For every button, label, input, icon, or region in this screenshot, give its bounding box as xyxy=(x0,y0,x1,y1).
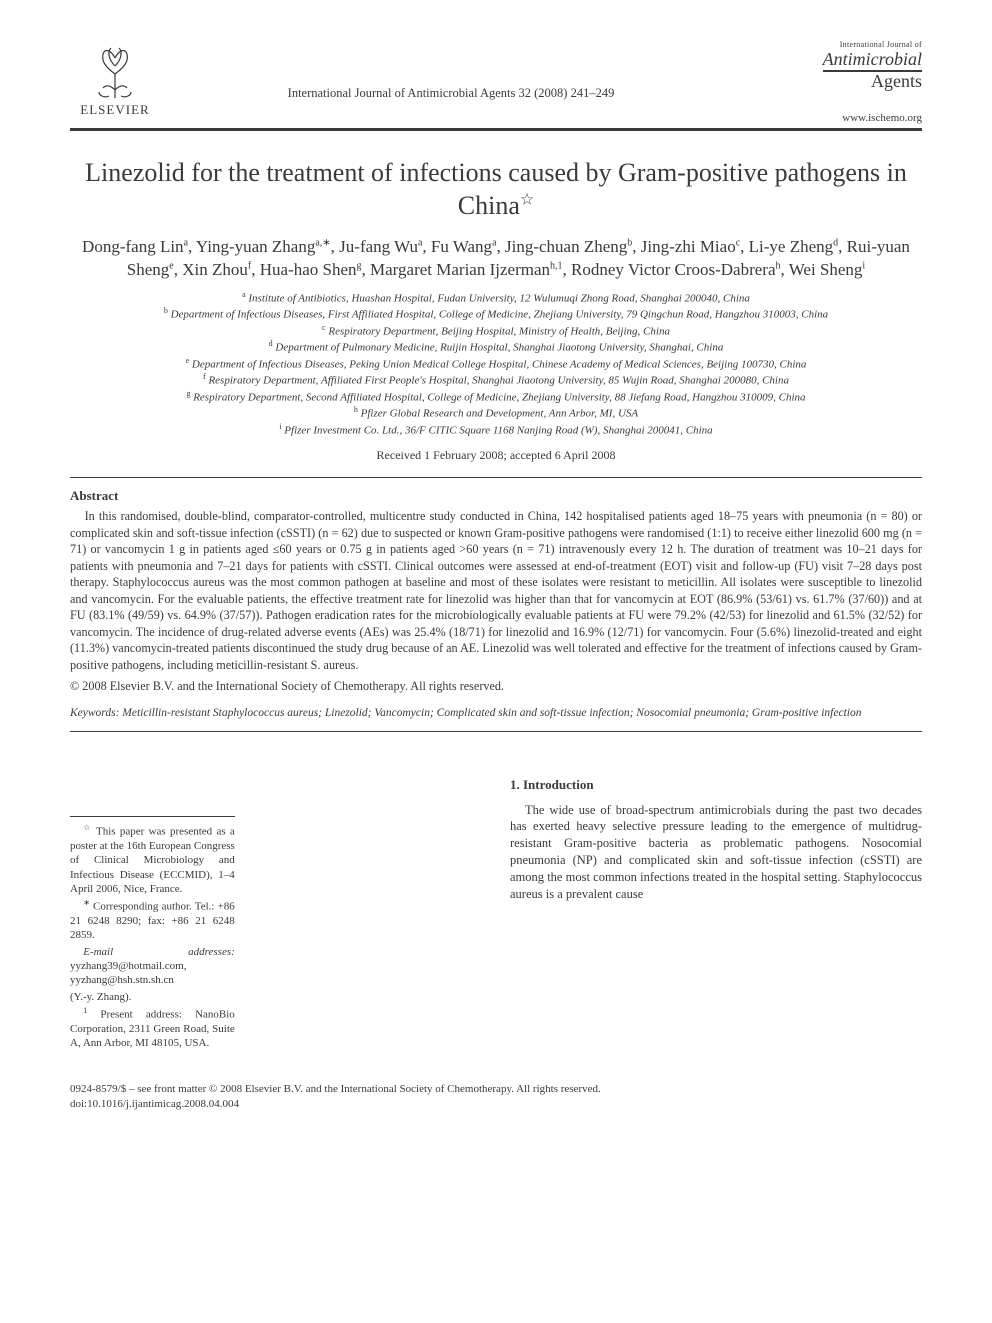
paper-title: Linezolid for the treatment of infection… xyxy=(70,157,922,222)
author: Li-ye Zhengd xyxy=(749,237,839,256)
publisher-logo: ELSEVIER xyxy=(70,40,160,118)
footnote-star-text: This paper was presented as a poster at … xyxy=(70,826,235,895)
affiliation-list: a Institute of Antibiotics, Huashan Hosp… xyxy=(70,290,922,439)
affiliation-sup: a xyxy=(242,290,246,299)
author: Rodney Victor Croos-Dabrerah xyxy=(571,260,781,279)
footnote-email: E-mail addresses: yyzhang39@hotmail.com,… xyxy=(70,945,235,988)
author-sup: b xyxy=(627,237,632,248)
affiliation: f Respiratory Department, Affiliated Fir… xyxy=(70,372,922,389)
footnotes-block: ☆ This paper was presented as a poster a… xyxy=(70,816,235,1050)
author: Jing-chuan Zhengb xyxy=(505,237,632,256)
author-sup: h,1 xyxy=(550,260,563,271)
footnote-corr-text: Corresponding author. Tel.: +86 21 6248 … xyxy=(70,901,235,942)
affiliation: h Pfizer Global Research and Development… xyxy=(70,405,922,422)
author-sup: g xyxy=(357,260,362,271)
rule-mid-1 xyxy=(70,477,922,478)
elsevier-tree-icon xyxy=(85,40,145,100)
journal-badge-top: International Journal of xyxy=(742,40,922,49)
affiliation: d Department of Pulmonary Medicine, Ruij… xyxy=(70,339,922,356)
affiliation-sup: f xyxy=(203,372,206,381)
author: Ju-fang Wua xyxy=(339,237,422,256)
title-block: Linezolid for the treatment of infection… xyxy=(70,157,922,222)
author-sup: d xyxy=(833,237,838,248)
publisher-name: ELSEVIER xyxy=(80,102,149,118)
author: Wei Shengi xyxy=(789,260,865,279)
footnote-corr: ∗ Corresponding author. Tel.: +86 21 624… xyxy=(70,898,235,943)
intro-text: The wide use of broad-spectrum antimicro… xyxy=(510,802,922,903)
right-column: 1. Introduction The wide use of broad-sp… xyxy=(510,776,922,1052)
author: Dong-fang Lina xyxy=(82,237,188,256)
header-row: ELSEVIER International Journal of Antimi… xyxy=(70,40,922,124)
author-sup: a xyxy=(418,237,422,248)
author: Hua-hao Sheng xyxy=(260,260,362,279)
footnote-present-text: Present address: NanoBio Corporation, 23… xyxy=(70,1009,235,1050)
affiliation: e Department of Infectious Diseases, Pek… xyxy=(70,356,922,373)
journal-badge-sub: Agents xyxy=(742,71,922,92)
rule-mid-2 xyxy=(70,731,922,732)
keywords-text: Meticillin-resistant Staphylococcus aure… xyxy=(122,707,861,719)
footnote-email-addresses[interactable]: yyzhang39@hotmail.com, yyzhang@hsh.stn.s… xyxy=(70,960,186,986)
affiliation: c Respiratory Department, Beijing Hospit… xyxy=(70,323,922,340)
author-sup: a xyxy=(184,237,188,248)
keywords-label: Keywords: xyxy=(70,707,119,719)
affiliation-sup: d xyxy=(269,339,273,348)
author-sup: h xyxy=(776,260,781,271)
affiliation: i Pfizer Investment Co. Ltd., 36/F CITIC… xyxy=(70,422,922,439)
author-sup: e xyxy=(169,260,173,271)
affiliation-sup: e xyxy=(186,356,190,365)
footer-doi: doi:10.1016/j.ijantimicag.2008.04.004 xyxy=(70,1097,922,1111)
author: Margaret Marian Ijzermanh,1 xyxy=(370,260,563,279)
affiliation: a Institute of Antibiotics, Huashan Hosp… xyxy=(70,290,922,307)
author: Ying-yuan Zhanga,∗ xyxy=(196,237,331,256)
two-column-body: ☆ This paper was presented as a poster a… xyxy=(70,776,922,1052)
footnote-present: 1 Present address: NanoBio Corporation, … xyxy=(70,1006,235,1051)
author: Fu Wanga xyxy=(431,237,497,256)
footer-block: 0924-8579/$ – see front matter © 2008 El… xyxy=(70,1082,922,1111)
author: Jing-zhi Miaoc xyxy=(641,237,740,256)
author: Xin Zhouf xyxy=(182,260,251,279)
affiliation-sup: g xyxy=(186,389,190,398)
footer-copyright: 0924-8579/$ – see front matter © 2008 El… xyxy=(70,1082,922,1096)
abstract-copyright: © 2008 Elsevier B.V. and the Internation… xyxy=(70,679,922,694)
author-sup: f xyxy=(248,260,251,271)
intro-heading: 1. Introduction xyxy=(510,776,922,794)
author-sup: a,∗ xyxy=(315,237,330,248)
affiliation-sup: h xyxy=(354,405,358,414)
left-column: ☆ This paper was presented as a poster a… xyxy=(70,776,482,1052)
journal-badge: International Journal of Antimicrobial A… xyxy=(742,40,922,124)
rule-top xyxy=(70,128,922,131)
author-line: Dong-fang Lina, Ying-yuan Zhanga,∗, Ju-f… xyxy=(70,236,922,282)
author-sup: a xyxy=(492,237,496,248)
abstract-block: Abstract In this randomised, double-blin… xyxy=(70,488,922,694)
affiliation-sup: i xyxy=(279,422,281,431)
author-sup: i xyxy=(862,260,865,271)
keywords-line: Keywords: Meticillin-resistant Staphyloc… xyxy=(70,706,922,721)
abstract-heading: Abstract xyxy=(70,488,922,504)
affiliation: b Department of Infectious Diseases, Fir… xyxy=(70,306,922,323)
footnote-email-paren: (Y.-y. Zhang). xyxy=(70,990,235,1004)
affiliation-sup: c xyxy=(322,323,326,332)
journal-badge-name: Antimicrobial xyxy=(823,49,922,72)
affiliation-sup: b xyxy=(164,306,168,315)
footnote-email-label: E-mail addresses: xyxy=(83,946,235,958)
journal-url: www.ischemo.org xyxy=(742,112,922,124)
affiliation: g Respiratory Department, Second Affilia… xyxy=(70,389,922,406)
citation-line: International Journal of Antimicrobial A… xyxy=(160,40,742,101)
footnote-star: ☆ This paper was presented as a poster a… xyxy=(70,823,235,896)
received-line: Received 1 February 2008; accepted 6 Apr… xyxy=(70,448,922,463)
title-text: Linezolid for the treatment of infection… xyxy=(85,158,907,220)
title-star-icon: ☆ xyxy=(520,191,534,208)
abstract-text: In this randomised, double-blind, compar… xyxy=(70,508,922,673)
author-sup: c xyxy=(736,237,740,248)
